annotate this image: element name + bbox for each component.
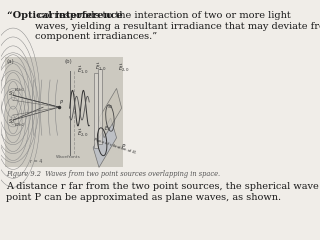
Text: r = 4: r = 4 <box>29 158 42 163</box>
Text: Figure 9.2  Waves from two point sources overlapping in space.: Figure 9.2 Waves from two point sources … <box>6 170 220 178</box>
Text: A distance r far from the two point sources, the spherical wave fronts arriving : A distance r far from the two point sour… <box>6 182 320 191</box>
Text: $\vec{E}_{2,0}$: $\vec{E}_{2,0}$ <box>118 63 130 73</box>
Polygon shape <box>98 69 102 144</box>
Text: $E_2h_2$: $E_2h_2$ <box>14 121 25 129</box>
Text: $E_1h_1$: $E_1h_1$ <box>14 87 25 94</box>
Text: (a): (a) <box>6 59 14 64</box>
Text: $\vec{E}_{2,0}$: $\vec{E}_{2,0}$ <box>77 127 89 138</box>
Text: Wavefronts: Wavefronts <box>56 155 81 159</box>
Text: $E_0$: $E_0$ <box>104 124 111 133</box>
Text: “Optical interference: “Optical interference <box>7 11 123 20</box>
Text: $S_2$: $S_2$ <box>107 103 113 111</box>
Text: $\vec{E}_{1,0}$: $\vec{E}_{1,0}$ <box>77 65 89 75</box>
Text: corresponds to the interaction of two or more light
waves, yielding a resultant : corresponds to the interaction of two or… <box>35 11 320 41</box>
Text: (b): (b) <box>65 59 72 64</box>
Text: point P can be approximated as plane waves, as shown.: point P can be approximated as plane wav… <box>6 193 281 202</box>
Text: P: P <box>122 144 125 149</box>
FancyBboxPatch shape <box>4 57 123 168</box>
Polygon shape <box>99 88 122 138</box>
Text: $S_2$: $S_2$ <box>8 118 15 126</box>
Polygon shape <box>94 72 98 148</box>
Polygon shape <box>93 118 116 168</box>
Text: $\vec{E}_{1,0}$: $\vec{E}_{1,0}$ <box>95 61 107 72</box>
Text: P: P <box>60 100 63 105</box>
Text: Plane of vibration of $E_1$: Plane of vibration of $E_1$ <box>92 136 139 157</box>
Text: $S_1$: $S_1$ <box>8 89 15 98</box>
